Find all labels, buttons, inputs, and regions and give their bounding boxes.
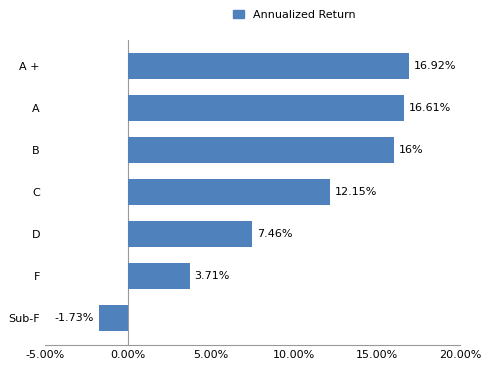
Text: 3.71%: 3.71% xyxy=(195,271,230,281)
Bar xyxy=(128,95,404,121)
Bar xyxy=(128,137,394,163)
Text: -1.73%: -1.73% xyxy=(55,313,94,323)
Legend: Annualized Return: Annualized Return xyxy=(228,6,360,25)
Text: 16.92%: 16.92% xyxy=(414,61,457,71)
Bar xyxy=(128,53,409,79)
Text: 12.15%: 12.15% xyxy=(335,187,377,197)
Text: 7.46%: 7.46% xyxy=(257,229,293,239)
Text: 16.61%: 16.61% xyxy=(409,103,451,113)
Bar xyxy=(128,263,190,289)
Bar xyxy=(99,305,128,331)
Bar xyxy=(128,221,252,247)
Text: 16%: 16% xyxy=(399,145,423,155)
Bar xyxy=(128,179,330,205)
